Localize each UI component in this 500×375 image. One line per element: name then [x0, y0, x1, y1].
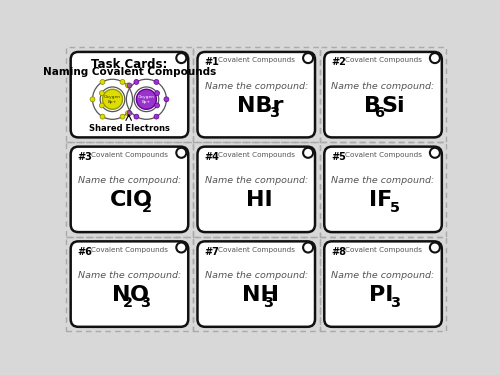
- FancyBboxPatch shape: [70, 242, 188, 327]
- Bar: [320, 47, 446, 142]
- Circle shape: [126, 83, 130, 88]
- Text: Task Cards:: Task Cards:: [92, 58, 168, 71]
- Text: Name the compound:: Name the compound:: [204, 271, 308, 280]
- Circle shape: [430, 243, 440, 252]
- Text: Naming Covalent Compounds: Naming Covalent Compounds: [43, 68, 216, 77]
- Circle shape: [303, 148, 313, 158]
- Text: Covalent Compounds: Covalent Compounds: [218, 152, 296, 158]
- Circle shape: [154, 91, 160, 96]
- Circle shape: [100, 114, 105, 119]
- Circle shape: [430, 148, 440, 158]
- Circle shape: [154, 114, 159, 119]
- Circle shape: [164, 97, 169, 102]
- Bar: [320, 237, 446, 332]
- Text: B: B: [364, 96, 380, 116]
- Text: O: O: [130, 285, 148, 305]
- Text: PI: PI: [369, 285, 394, 305]
- Text: Covalent Compounds: Covalent Compounds: [345, 152, 422, 158]
- Text: Si: Si: [381, 96, 405, 116]
- Bar: [193, 237, 320, 332]
- Circle shape: [136, 89, 156, 109]
- FancyBboxPatch shape: [324, 52, 442, 137]
- FancyBboxPatch shape: [198, 147, 315, 232]
- Bar: [193, 47, 320, 142]
- Text: Covalent Compounds: Covalent Compounds: [92, 152, 168, 158]
- Circle shape: [134, 114, 139, 119]
- FancyBboxPatch shape: [198, 242, 315, 327]
- Text: 3: 3: [264, 296, 274, 310]
- Text: Shared Electrons: Shared Electrons: [89, 124, 170, 133]
- Text: ClO: ClO: [110, 190, 153, 210]
- Text: 5: 5: [390, 201, 400, 215]
- Circle shape: [126, 111, 130, 116]
- FancyBboxPatch shape: [70, 52, 188, 137]
- Text: #8: #8: [331, 247, 346, 257]
- Circle shape: [127, 111, 132, 116]
- Circle shape: [100, 80, 105, 84]
- Circle shape: [176, 148, 186, 158]
- Text: #6: #6: [78, 247, 92, 257]
- Circle shape: [176, 243, 186, 252]
- Bar: [66, 47, 193, 142]
- Text: Name the compound:: Name the compound:: [332, 176, 434, 185]
- Bar: [320, 142, 446, 237]
- Text: Oxygen: Oxygen: [138, 95, 155, 99]
- Text: #5: #5: [331, 152, 346, 162]
- Text: Covalent Compounds: Covalent Compounds: [345, 57, 422, 63]
- Bar: [193, 142, 320, 237]
- Circle shape: [176, 53, 186, 63]
- Text: Name the compound:: Name the compound:: [204, 176, 308, 185]
- Text: 3: 3: [268, 106, 278, 120]
- Text: Oxygen: Oxygen: [104, 95, 121, 99]
- FancyBboxPatch shape: [198, 52, 315, 137]
- Text: #1: #1: [204, 57, 220, 68]
- Circle shape: [120, 80, 125, 84]
- Circle shape: [303, 243, 313, 252]
- Text: NBr: NBr: [237, 96, 284, 116]
- Circle shape: [127, 83, 132, 88]
- Text: 3: 3: [390, 296, 400, 310]
- Text: Name the compound:: Name the compound:: [78, 176, 181, 185]
- Circle shape: [430, 53, 440, 63]
- Text: 2: 2: [122, 296, 132, 310]
- Circle shape: [154, 103, 160, 108]
- Text: Covalent Compounds: Covalent Compounds: [92, 247, 168, 253]
- FancyBboxPatch shape: [324, 242, 442, 327]
- Circle shape: [102, 89, 122, 109]
- FancyBboxPatch shape: [70, 147, 188, 232]
- Circle shape: [100, 103, 104, 108]
- Text: Name the compound:: Name the compound:: [78, 271, 181, 280]
- Circle shape: [154, 80, 159, 84]
- Text: 8p+: 8p+: [108, 100, 117, 104]
- Text: #7: #7: [204, 247, 220, 257]
- Circle shape: [134, 80, 139, 84]
- Text: Covalent Compounds: Covalent Compounds: [218, 57, 296, 63]
- Bar: [66, 237, 193, 332]
- FancyBboxPatch shape: [324, 147, 442, 232]
- Text: IF: IF: [369, 190, 392, 210]
- Text: Name the compound:: Name the compound:: [332, 271, 434, 280]
- Circle shape: [100, 91, 104, 96]
- Text: #2: #2: [331, 57, 346, 68]
- Text: Name the compound:: Name the compound:: [204, 82, 308, 91]
- Text: HI: HI: [246, 190, 272, 210]
- Text: Covalent Compounds: Covalent Compounds: [345, 247, 422, 253]
- Circle shape: [120, 114, 125, 119]
- Text: 2: 2: [142, 201, 152, 215]
- Text: 6: 6: [374, 106, 384, 120]
- Text: #3: #3: [78, 152, 92, 162]
- Circle shape: [303, 53, 313, 63]
- Bar: [66, 142, 193, 237]
- Text: 8p+: 8p+: [142, 100, 151, 104]
- Text: 3: 3: [140, 296, 150, 310]
- Circle shape: [90, 97, 95, 102]
- Text: Covalent Compounds: Covalent Compounds: [218, 247, 296, 253]
- Text: N: N: [112, 285, 130, 305]
- Text: NH: NH: [242, 285, 279, 305]
- Text: #4: #4: [204, 152, 220, 162]
- Text: Name the compound:: Name the compound:: [332, 82, 434, 91]
